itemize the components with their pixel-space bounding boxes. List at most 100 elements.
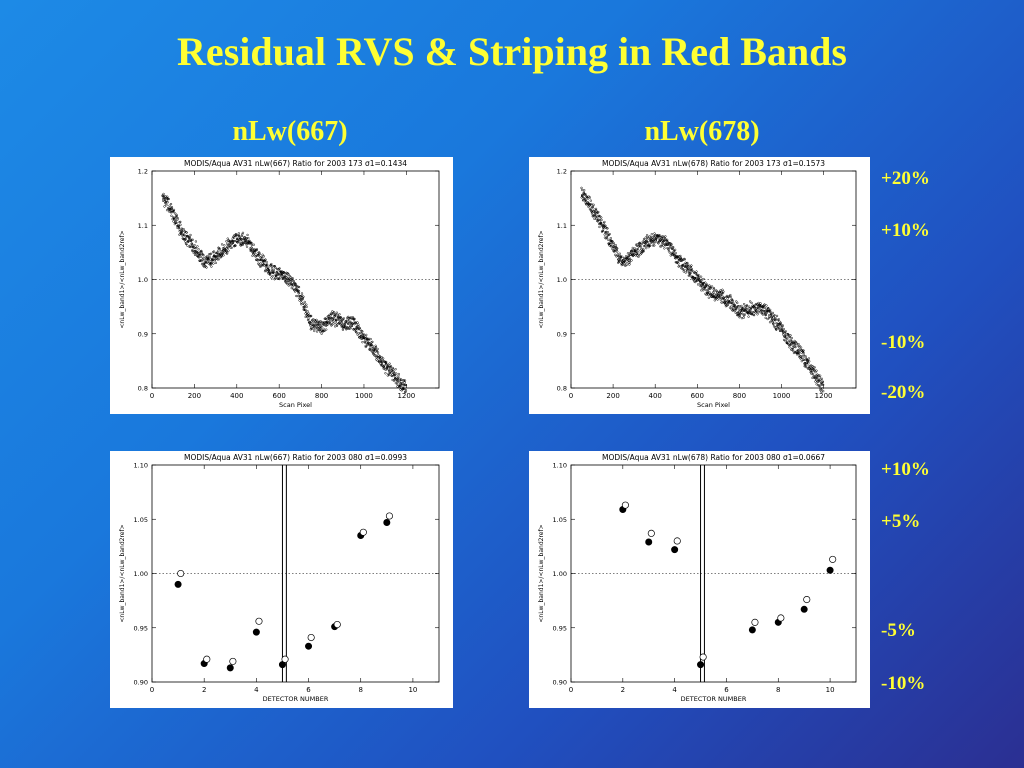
- data-point: [597, 210, 600, 214]
- data-point: [782, 338, 786, 342]
- data-point: [246, 233, 249, 237]
- data-point: [343, 324, 347, 327]
- data-point: [356, 321, 359, 324]
- data-point: [401, 382, 404, 385]
- data-point: [803, 358, 806, 362]
- data-point: [387, 369, 391, 373]
- data-point: [391, 366, 394, 370]
- data-point: [397, 374, 400, 377]
- data-point: [211, 258, 214, 262]
- data-point: [781, 325, 784, 328]
- data-point: [355, 331, 358, 334]
- data-point: [618, 252, 621, 255]
- data-point: [364, 341, 367, 344]
- data-point: [646, 238, 649, 241]
- data-point: [336, 314, 339, 317]
- data-point: [603, 233, 606, 236]
- data-point: [711, 295, 715, 299]
- data-point: [185, 231, 188, 234]
- data-point: [649, 237, 652, 241]
- data-point: [586, 201, 590, 204]
- data-point: [318, 320, 321, 323]
- label-plus-10-b: +10%: [881, 459, 930, 480]
- data-point-open: [699, 653, 707, 661]
- column-heading-667: nLw(667): [232, 116, 348, 147]
- data-point: [720, 301, 723, 304]
- data-point: [198, 253, 202, 257]
- data-point: [621, 255, 624, 258]
- data-point: [668, 251, 671, 254]
- data-point: [649, 244, 652, 247]
- data-point: [700, 289, 703, 292]
- data-point: [689, 271, 692, 275]
- data-point: [332, 311, 336, 314]
- x-tick-label: 1200: [397, 392, 415, 400]
- data-point: [701, 283, 704, 287]
- data-point: [594, 212, 597, 215]
- data-point: [312, 320, 315, 324]
- data-points: [161, 192, 408, 394]
- data-point: [641, 241, 644, 245]
- data-point: [822, 389, 825, 393]
- data-point: [696, 283, 700, 286]
- data-point: [243, 237, 246, 240]
- data-point: [611, 240, 614, 243]
- data-point: [398, 377, 401, 380]
- data-point: [271, 275, 274, 278]
- data-point-open: [359, 528, 367, 536]
- data-point: [339, 319, 343, 322]
- data-point: [361, 341, 364, 344]
- data-point: [636, 243, 639, 246]
- data-point: [389, 366, 392, 369]
- label-plus-10: +10%: [881, 220, 930, 241]
- data-point: [272, 265, 276, 268]
- data-point: [763, 303, 766, 306]
- data-point: [686, 264, 690, 268]
- data-point: [659, 245, 662, 248]
- data-point: [180, 232, 183, 235]
- data-point: [347, 315, 350, 319]
- data-point-open: [255, 617, 263, 625]
- data-point: [370, 343, 373, 347]
- y-tick-label: 1.1: [557, 222, 567, 230]
- data-point: [215, 251, 218, 255]
- data-point: [580, 186, 583, 190]
- data-point: [777, 318, 780, 321]
- data-point: [767, 309, 770, 313]
- data-point: [319, 320, 322, 323]
- data-point: [616, 253, 619, 256]
- x-tick-label: 10: [408, 686, 417, 694]
- data-point: [192, 246, 195, 249]
- chart-title: MODIS/Aqua AV31 nLw(667) Ratio for 2003 …: [184, 453, 407, 462]
- data-point: [332, 322, 335, 325]
- data-point: [257, 251, 261, 254]
- data-point: [616, 250, 619, 253]
- data-point: [303, 300, 306, 304]
- data-point: [797, 352, 801, 355]
- data-point: [258, 253, 261, 256]
- data-point: [341, 328, 345, 331]
- data-point: [269, 271, 272, 275]
- data-point: [657, 242, 660, 245]
- data-point: [745, 304, 749, 307]
- data-point: [642, 245, 646, 248]
- data-point: [309, 324, 312, 327]
- data-point: [595, 217, 598, 221]
- data-point: [364, 345, 367, 349]
- data-point: [371, 345, 375, 348]
- data-point: [336, 323, 339, 326]
- data-point: [301, 298, 304, 301]
- data-point: [280, 274, 284, 277]
- data-point: [645, 246, 648, 250]
- data-point: [211, 257, 214, 261]
- data-point: [695, 270, 698, 273]
- data-point: [255, 248, 259, 251]
- data-point: [205, 261, 209, 264]
- data-point: [247, 236, 250, 240]
- data-point: [190, 238, 193, 242]
- label-minus-5: -5%: [881, 620, 916, 641]
- data-point-filled: [174, 580, 182, 588]
- data-point: [665, 238, 669, 242]
- data-point: [663, 247, 666, 250]
- data-point: [179, 220, 182, 224]
